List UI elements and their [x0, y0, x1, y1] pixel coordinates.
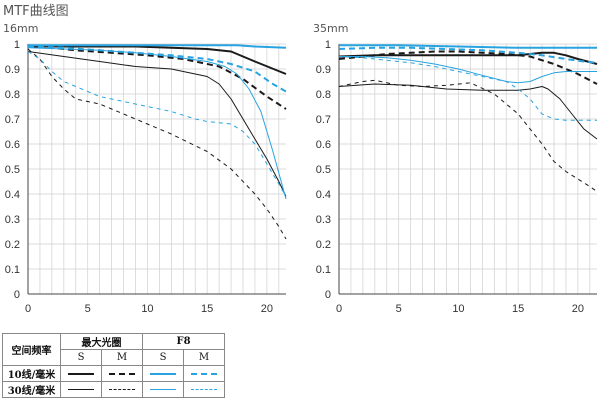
- series-line-f8-10-s: [28, 44, 287, 49]
- x-tick-label: 0: [336, 303, 342, 315]
- x-tick-label: 0: [25, 303, 31, 315]
- series-line-max-10-m: [338, 50, 598, 85]
- x-tick-label: 20: [572, 303, 584, 315]
- legend-swatch-10-m-max: [101, 365, 143, 382]
- y-tick-label: 0.3: [5, 214, 20, 226]
- series-line-max-10-s: [338, 51, 598, 65]
- y-tick-label: 0.7: [316, 114, 331, 126]
- legend-swatch-10-s-f8: [142, 365, 184, 382]
- y-tick-label: 0.7: [5, 114, 20, 126]
- chart-title: 35mm: [313, 22, 348, 35]
- y-tick-label: 0.1: [5, 264, 20, 276]
- x-tick-label: 5: [396, 303, 402, 315]
- y-tick-label: 0.4: [316, 189, 331, 201]
- series-line-max-10-s: [28, 45, 287, 75]
- y-tick-label: 0.2: [316, 239, 331, 251]
- x-tick-label: 15: [201, 303, 213, 315]
- y-tick-label: 0: [14, 289, 20, 301]
- x-tick-label: 5: [85, 303, 91, 315]
- legend-swatch-10-s-max: [60, 365, 102, 382]
- legend-row-30: 30线/毫米: [2, 381, 61, 398]
- x-tick-label: 15: [512, 303, 524, 315]
- legend-dir-s-max: S: [60, 349, 102, 366]
- y-tick-label: 0: [325, 289, 331, 301]
- series-line-f8-30-m: [338, 56, 597, 121]
- chart-title: 16mm: [3, 22, 38, 35]
- legend-dir-m-f8: M: [183, 349, 225, 366]
- legend-swatch-30-s-max: [60, 381, 102, 398]
- y-tick-label: 0.2: [5, 239, 20, 251]
- y-tick-label: 0.3: [316, 214, 331, 226]
- legend-swatch-30-s-f8: [142, 381, 184, 398]
- series-line-max-10-m: [27, 45, 287, 110]
- y-tick-label: 0.8: [5, 89, 20, 101]
- series-line-max-30-m: [338, 79, 598, 192]
- series-line-f8-10-m: [338, 46, 598, 64]
- legend-swatch-10-m-f8: [183, 365, 225, 382]
- y-tick-label: 1: [325, 39, 331, 51]
- legend-swatch-30-m-max: [101, 381, 143, 398]
- legend-aperture-f8: F8: [142, 333, 225, 350]
- legend-aperture-max: 最大光圈: [60, 333, 143, 350]
- x-tick-label: 10: [141, 303, 153, 315]
- y-tick-label: 0.6: [316, 139, 331, 151]
- y-tick-label: 0.5: [316, 164, 331, 176]
- legend-swatch-30-m-f8: [183, 381, 225, 398]
- page-title: MTF曲线图: [3, 4, 69, 19]
- series-line-f8-10-m: [27, 45, 287, 93]
- series-line-max-30-s: [27, 51, 287, 197]
- x-tick-label: 20: [261, 303, 273, 315]
- series-line-f8-30-s: [339, 56, 597, 84]
- series-line-f8-10-s: [339, 44, 597, 49]
- y-tick-label: 0.6: [5, 139, 20, 151]
- x-tick-label: 10: [452, 303, 464, 315]
- series-line-max-30-s: [338, 83, 598, 140]
- y-tick-label: 0.8: [316, 89, 331, 101]
- y-tick-label: 1: [14, 39, 20, 51]
- y-tick-label: 0.5: [5, 164, 20, 176]
- legend-freq-header: 空间频率: [2, 333, 61, 366]
- legend-dir-s-f8: S: [142, 349, 184, 366]
- legend-row-10: 10线/毫米: [2, 365, 61, 382]
- legend-dir-m-max: M: [101, 349, 143, 366]
- legend-table: 空间频率 最大光圈 F8 S M S M 10线/毫米 30线/毫米: [2, 333, 225, 398]
- y-tick-label: 0.9: [5, 64, 20, 76]
- y-tick-label: 0.4: [5, 189, 20, 201]
- y-tick-label: 0.1: [316, 264, 331, 276]
- series-line-f8-30-s: [27, 47, 287, 200]
- y-tick-label: 0.9: [316, 64, 331, 76]
- series-line-f8-30-m: [27, 51, 287, 197]
